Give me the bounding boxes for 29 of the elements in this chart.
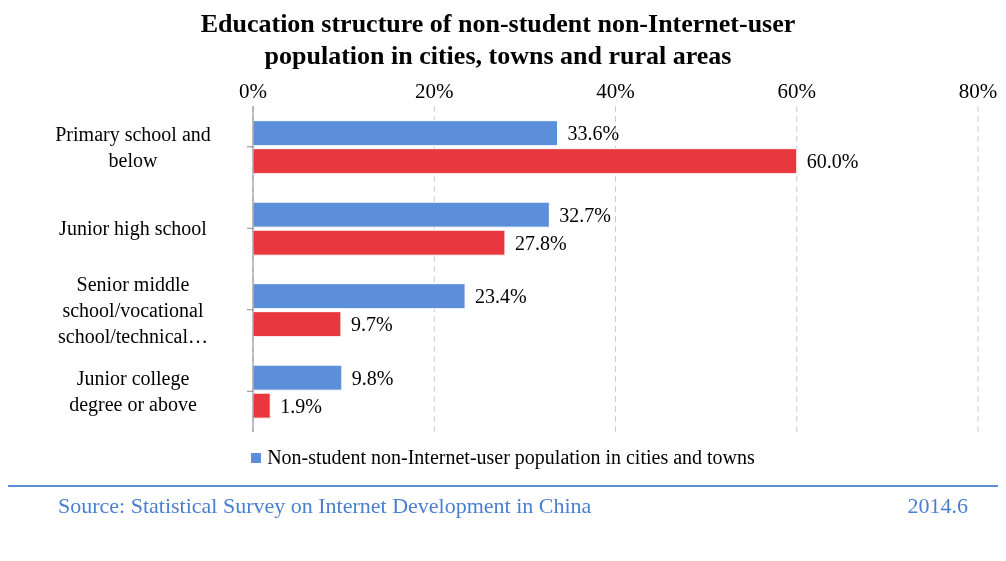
y-tick-label: Primary school and below [55,122,211,171]
data-label: 27.8% [514,231,567,254]
bar [253,283,466,310]
bar [253,120,558,147]
bar [253,148,798,175]
y-tick-label: Senior middle school/vocational school/technical… [58,272,208,347]
data-label: 60.0% [806,150,859,173]
y-tick-label: Junior college degree or above [69,367,197,417]
bar [253,364,343,391]
data-label: 9.7% [350,313,393,336]
bar [253,392,271,419]
y-tick-label: Junior high school [59,217,208,241]
data-label: 33.6% [567,122,620,145]
x-tick-label: 40% [596,79,635,103]
legend-label: Non-student non-Internet-user population in cities and towns [267,446,755,469]
data-label: 23.4% [475,285,527,308]
bar [253,311,342,338]
x-tick-label: 60% [777,79,816,103]
x-tick-label: 20% [415,79,454,103]
text: 2014.6 [907,493,968,519]
source-note: Source: Statistical Survey on Internet Development in China [58,493,592,519]
data-label: 32.7% [559,203,612,226]
bar [253,201,550,228]
data-label: 1.9% [280,394,322,417]
data-label: 9.8% [351,366,394,389]
x-tick-label: 80% [958,79,998,103]
bar [253,229,506,256]
chart-title: Education structure of non-student non-Internet-user population in cities, towns and rural areas [199,8,797,72]
x-tick-label: 0% [239,79,267,103]
